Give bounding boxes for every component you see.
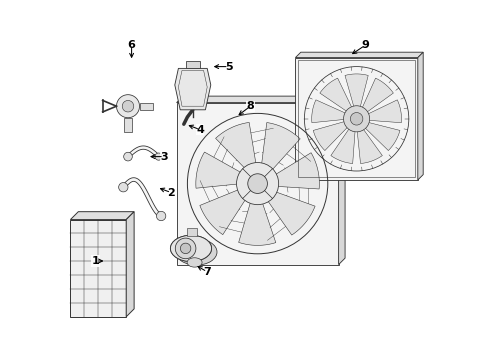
- Polygon shape: [176, 103, 339, 265]
- Polygon shape: [176, 96, 345, 103]
- Ellipse shape: [171, 235, 212, 261]
- Circle shape: [156, 211, 166, 221]
- Polygon shape: [418, 52, 423, 180]
- Text: 2: 2: [167, 188, 175, 198]
- Circle shape: [180, 243, 191, 254]
- Polygon shape: [312, 100, 348, 123]
- Circle shape: [119, 183, 128, 192]
- Text: 4: 4: [196, 125, 204, 135]
- Ellipse shape: [176, 239, 217, 265]
- Circle shape: [237, 163, 279, 204]
- Text: 6: 6: [128, 40, 136, 50]
- Polygon shape: [239, 197, 276, 246]
- Bar: [187, 228, 197, 236]
- Polygon shape: [264, 190, 315, 235]
- Polygon shape: [331, 126, 355, 163]
- Bar: [186, 61, 200, 68]
- Polygon shape: [313, 121, 350, 150]
- Polygon shape: [295, 52, 423, 58]
- Text: 7: 7: [203, 267, 211, 277]
- Polygon shape: [363, 122, 400, 150]
- Polygon shape: [361, 78, 393, 114]
- Circle shape: [117, 95, 140, 118]
- Circle shape: [248, 174, 268, 193]
- Polygon shape: [295, 58, 418, 180]
- Circle shape: [175, 238, 196, 259]
- Polygon shape: [126, 212, 134, 317]
- Text: 5: 5: [225, 62, 233, 72]
- Text: 1: 1: [92, 256, 99, 266]
- Polygon shape: [71, 212, 134, 220]
- Ellipse shape: [187, 258, 202, 267]
- Polygon shape: [261, 122, 300, 174]
- Polygon shape: [71, 220, 126, 317]
- Circle shape: [155, 153, 162, 160]
- Bar: [124, 118, 132, 131]
- Polygon shape: [366, 100, 401, 123]
- Bar: [298, 60, 415, 177]
- Text: 3: 3: [160, 152, 168, 162]
- Polygon shape: [270, 153, 319, 189]
- Polygon shape: [216, 122, 257, 172]
- Polygon shape: [357, 127, 382, 163]
- Polygon shape: [175, 68, 211, 110]
- Polygon shape: [196, 152, 246, 188]
- Polygon shape: [200, 188, 249, 235]
- Circle shape: [343, 106, 369, 132]
- Ellipse shape: [171, 235, 212, 261]
- Polygon shape: [345, 74, 368, 110]
- Bar: [140, 103, 153, 110]
- Circle shape: [350, 113, 363, 125]
- Polygon shape: [320, 78, 353, 113]
- Circle shape: [122, 100, 134, 112]
- Polygon shape: [339, 96, 345, 265]
- Text: 8: 8: [246, 101, 254, 111]
- Circle shape: [123, 152, 132, 161]
- Text: 9: 9: [362, 40, 369, 50]
